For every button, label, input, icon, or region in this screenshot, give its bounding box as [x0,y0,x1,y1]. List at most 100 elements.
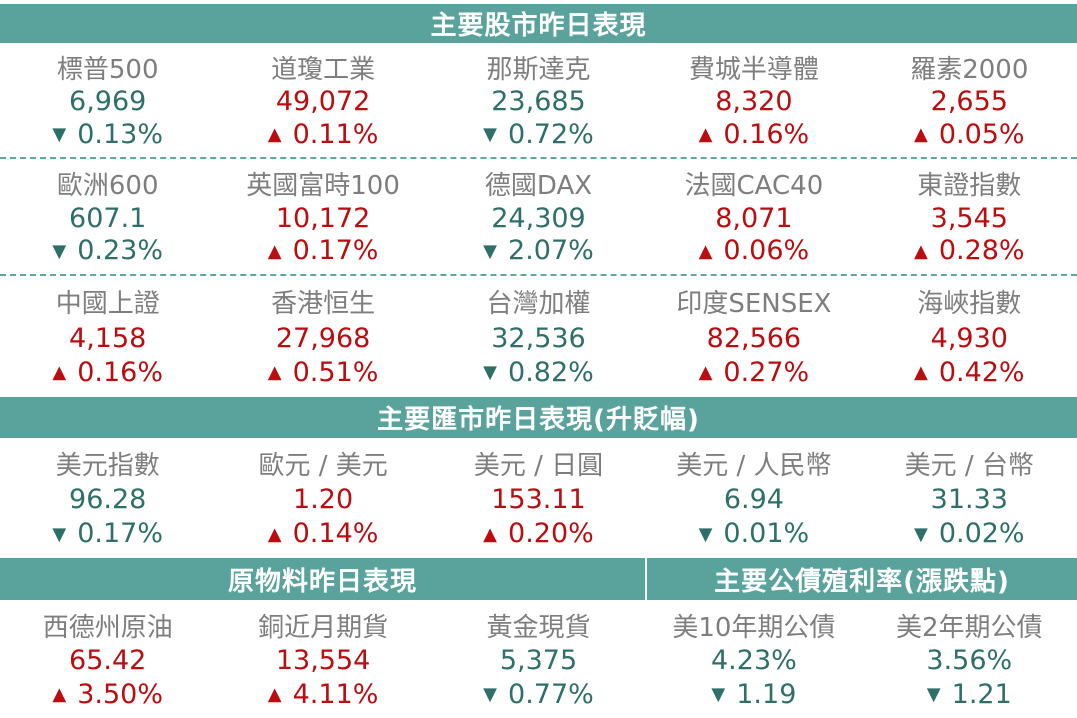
up-triangle-icon: ▲ [483,523,498,545]
instrument-cell: 美元 / 台幣 31.33 ▼ 0.02% [862,438,1077,558]
down-triangle-icon: ▼ [483,362,498,384]
change-amount: 4.11% [292,678,379,710]
instrument-value: 4.23% [711,645,797,676]
down-triangle-icon: ▼ [698,523,713,545]
up-triangle-icon: ▲ [267,240,282,262]
instrument-label: 標普500 [56,54,159,85]
change-amount: 0.51% [292,356,379,388]
change-amount: 0.72% [508,118,594,150]
instrument-value: 32,536 [491,322,586,354]
instrument-value: 4,158 [69,322,147,354]
instrument-cell: 英國富時100 10,172 ▲ 0.17% [215,159,430,274]
fx-rows: 美元指數 96.28 ▼ 0.17% 歐元 / 美元 1.20 ▲ 0.14% 美元 / 日圓 1… [0,438,1077,558]
up-triangle-icon: ▲ [267,523,282,545]
up-triangle-icon: ▲ [698,124,713,145]
market-row: 歐洲600 607.1 ▼ 0.23% 英國富時100 10,172 ▲ 0.17% 德國DAX… [0,159,1077,276]
instrument-value: 24,309 [491,202,586,234]
section-title-bonds-wrap: 主要公債殖利率(漲跌點) [647,558,1077,600]
instrument-cell: 中國上證 4,158 ▲ 0.16% [0,276,215,397]
up-triangle-icon: ▲ [913,124,928,145]
change-amount: 0.28% [938,235,1025,267]
instrument-value: 10,172 [275,202,371,234]
instrument-label: 歐元 / 美元 [258,451,388,481]
instrument-label: 銅近月期貨 [258,612,389,643]
instrument-cell: 銅近月期貨 13,554 ▲ 4.11% [215,600,430,718]
instrument-value: 2,655 [930,86,1008,117]
instrument-value: 8,071 [715,202,793,234]
instrument-label: 美元 / 日圓 [473,451,604,481]
down-triangle-icon: ▼ [483,124,498,145]
change-amount: 0.42% [938,356,1025,388]
instrument-value: 27,968 [275,322,371,354]
change-amount: 0.17% [292,235,379,267]
instrument-change: ▼ 0.02% [914,520,1025,547]
instrument-change: ▼ 2.07% [483,237,594,264]
instrument-label: 美元 / 台幣 [904,451,1034,481]
instrument-value: 49,072 [275,86,371,117]
down-triangle-icon: ▼ [52,124,67,145]
instrument-label: 美10年期公債 [672,612,836,643]
instrument-label: 西德州原油 [42,612,173,643]
instrument-change: ▲ 3.50% [52,681,163,708]
down-triangle-icon: ▼ [52,523,67,545]
instrument-cell: 西德州原油 65.42 ▲ 3.50% [0,600,215,718]
instrument-label: 歐洲600 [56,170,159,201]
instrument-cell: 標普500 6,969 ▼ 0.13% [0,43,215,157]
up-triangle-icon: ▲ [913,240,928,262]
change-amount: 0.23% [77,235,163,267]
instrument-change: ▲ 0.14% [268,520,379,547]
section-header-commodities-bonds: 原物料昨日表現 主要公債殖利率(漲跌點) [0,558,1077,600]
down-triangle-icon: ▼ [926,684,941,705]
instrument-change: ▲ 4.11% [268,681,379,708]
section-header-stocks: 主要股市昨日表現 [0,4,1077,43]
instrument-change: ▲ 0.27% [699,359,810,386]
section-header-fx: 主要匯市昨日表現(升貶幅) [0,397,1077,438]
instrument-label: 費城半導體 [688,54,819,85]
down-triangle-icon: ▼ [913,523,928,545]
instrument-label: 中國上證 [55,289,160,320]
instrument-cell: 美元 / 人民幣 6.94 ▼ 0.01% [646,438,861,558]
instrument-cell: 德國DAX 24,309 ▼ 2.07% [431,159,646,274]
instrument-label: 羅素2000 [910,54,1029,85]
change-amount: 0.01% [723,518,810,549]
section-title-fx: 主要匯市昨日表現(升貶幅) [377,405,700,435]
instrument-cell: 美2年期公債 3.56% ▼ 1.21 [862,600,1077,718]
instrument-cell: 美元 / 日圓 153.11 ▲ 0.20% [431,438,646,558]
instrument-value: 65.42 [69,645,147,676]
change-amount: 2.07% [508,235,594,267]
change-amount: 0.16% [723,118,810,150]
instrument-label: 美2年期公債 [896,612,1043,643]
instrument-cell: 美元指數 96.28 ▼ 0.17% [0,438,215,558]
change-amount: 1.21 [951,678,1012,710]
change-amount: 1.19 [736,678,797,710]
instrument-value: 96.28 [69,484,147,515]
instrument-cell: 費城半導體 8,320 ▲ 0.16% [646,43,861,157]
change-amount: 0.16% [77,356,163,388]
section-title-commodities-wrap: 原物料昨日表現 [0,558,645,600]
instrument-cell: 美10年期公債 4.23% ▼ 1.19 [646,600,861,718]
instrument-change: ▼ 0.82% [483,359,594,386]
instrument-label: 海峽指數 [917,289,1022,320]
instrument-value: 31.33 [930,484,1008,515]
instrument-cell: 歐洲600 607.1 ▼ 0.23% [0,159,215,274]
change-amount: 0.77% [508,678,594,710]
instrument-change: ▲ 0.20% [483,520,594,547]
change-amount: 0.27% [723,356,810,388]
commodities-bonds-rows: 西德州原油 65.42 ▲ 3.50% 銅近月期貨 13,554 ▲ 4.11% 黃金現貨 5,3… [0,600,1077,718]
instrument-cell: 道瓊工業 49,072 ▲ 0.11% [215,43,430,157]
up-triangle-icon: ▲ [267,124,282,145]
instrument-cell: 黃金現貨 5,375 ▼ 0.77% [431,600,646,718]
up-triangle-icon: ▲ [267,362,282,384]
instrument-cell: 海峽指數 4,930 ▲ 0.42% [862,276,1077,397]
instrument-cell: 歐元 / 美元 1.20 ▲ 0.14% [215,438,430,558]
instrument-change: ▼ 0.01% [699,520,810,547]
market-row: 中國上證 4,158 ▲ 0.16% 香港恒生 27,968 ▲ 0.51% 台灣加權 32,53… [0,276,1077,397]
instrument-value: 3,545 [930,202,1008,234]
instrument-value: 82,566 [706,322,802,354]
up-triangle-icon: ▲ [52,684,67,705]
section-title-bonds: 主要公債殖利率(漲跌點) [714,566,1010,597]
instrument-change: ▲ 0.16% [699,121,810,148]
instrument-cell: 台灣加權 32,536 ▼ 0.82% [431,276,646,397]
instrument-change: ▲ 0.17% [268,237,379,264]
